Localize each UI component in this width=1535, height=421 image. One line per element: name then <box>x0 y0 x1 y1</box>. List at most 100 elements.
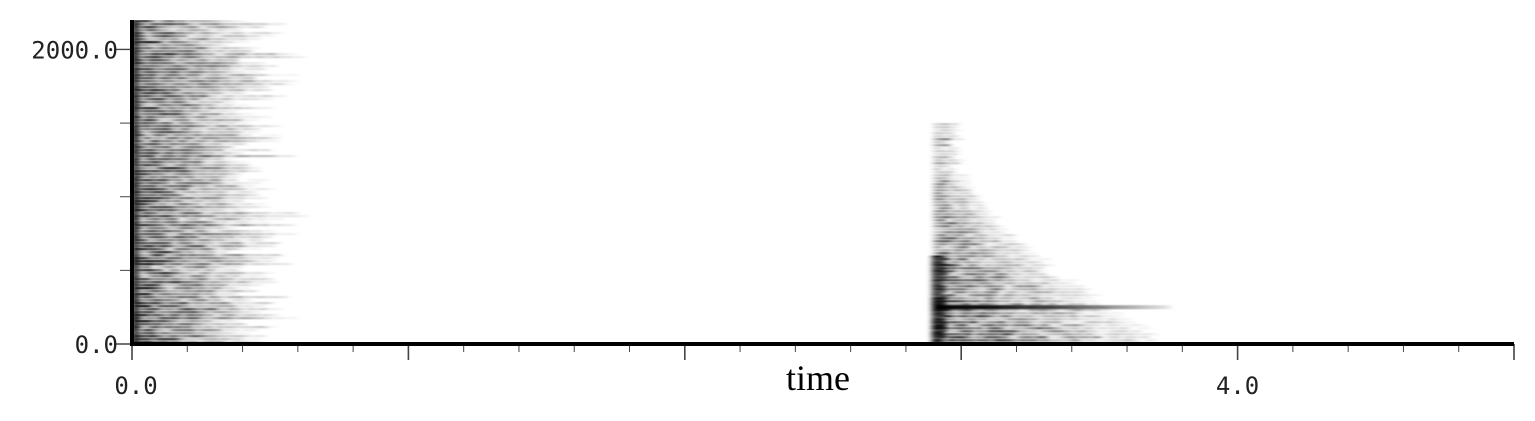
spectrogram-cell <box>203 293 217 296</box>
spectrogram-cell <box>988 228 998 231</box>
spectrogram-cell <box>1040 336 1049 339</box>
spectrogram-cell <box>132 238 138 240</box>
spectrogram-cell <box>1000 309 1010 312</box>
spectrogram-cell <box>236 305 251 308</box>
spectrogram-cell <box>217 173 233 176</box>
spectrogram-cell <box>177 29 199 32</box>
spectrogram-cell <box>155 47 167 50</box>
spectrogram-cell <box>1116 339 1131 342</box>
spectrogram-cell <box>216 26 230 29</box>
spectrogram-cell <box>1060 300 1074 303</box>
spectrogram-cell <box>132 292 138 294</box>
spectrogram-cell <box>243 263 261 266</box>
spectrogram-cell <box>192 191 209 194</box>
spectrogram-cell <box>254 56 264 59</box>
spectrogram-cell <box>197 179 220 182</box>
spectrogram-cell <box>950 327 963 330</box>
spectrogram-cell <box>197 116 207 119</box>
spectrogram-cell <box>139 173 155 176</box>
spectrogram-cell <box>175 74 195 77</box>
spectrogram-cell <box>132 239 145 242</box>
spectrogram-cell <box>1049 303 1058 306</box>
spectrogram-cell <box>139 203 149 206</box>
spectrogram-cell <box>971 216 984 219</box>
spectrogram-cell <box>143 137 152 140</box>
spectrogram-cell <box>210 98 219 101</box>
spectrogram-cell <box>970 222 982 225</box>
spectrogram-cell <box>187 56 202 59</box>
spectrogram-cell <box>192 215 214 218</box>
spectrogram-cell <box>152 86 166 89</box>
spectrogram-cell <box>236 233 252 236</box>
spectrogram-cell <box>931 307 947 310</box>
spectrogram-cell <box>998 305 1007 310</box>
spectrogram-cell <box>224 26 238 29</box>
spectrogram-cell <box>1060 315 1078 318</box>
spectrogram-cell <box>933 132 943 135</box>
spectrogram-cell <box>180 284 201 287</box>
spectrogram-cell <box>161 176 180 179</box>
spectrogram-cell <box>168 116 187 119</box>
spectrogram-cell <box>183 59 192 62</box>
spectrogram-cell <box>192 224 213 227</box>
spectrogram-cell <box>931 319 946 322</box>
spectrogram-cell <box>160 230 171 233</box>
spectrogram-cell <box>258 137 271 140</box>
spectrogram-cell <box>223 182 238 185</box>
spectrogram-cell <box>1130 324 1147 327</box>
spectrogram-cell <box>252 62 265 65</box>
spectrogram-cell <box>960 339 975 342</box>
spectrogram-cell <box>192 92 208 95</box>
spectrogram-cell <box>226 161 238 164</box>
spectrogram-cell <box>931 321 948 324</box>
spectrogram-cell <box>172 128 187 131</box>
spectrogram-cell <box>262 56 281 59</box>
spectrogram-cell <box>180 35 189 38</box>
spectrogram-cell <box>1158 305 1167 310</box>
spectrogram-cell <box>1043 279 1059 282</box>
spectrogram-cell <box>205 104 217 107</box>
spectrogram-cell <box>219 335 231 338</box>
spectrogram-cell <box>933 177 941 180</box>
spectrogram-cell <box>250 125 268 128</box>
spectrogram-cell <box>148 107 160 110</box>
spectrogram-cell <box>175 281 190 284</box>
spectrogram-cell <box>974 297 989 300</box>
spectrogram-cell <box>132 270 138 272</box>
spectrogram-cell <box>1037 333 1049 336</box>
spectrogram-cell <box>1142 339 1153 342</box>
spectrogram-cell <box>174 119 190 122</box>
spectrogram-cell <box>132 228 138 230</box>
spectrogram-cell <box>971 210 982 213</box>
spectrogram-cell <box>223 95 234 98</box>
spectrogram-cell <box>1045 339 1059 342</box>
spectrogram-cell <box>225 59 238 62</box>
spectrogram-cell <box>182 128 191 131</box>
spectrogram-cell <box>213 158 223 161</box>
spectrogram-cell <box>958 336 969 339</box>
spectrogram-cell <box>949 279 963 282</box>
spectrogram-cell <box>974 333 986 336</box>
spectrogram-cell <box>1000 237 1016 240</box>
spectrogram-cell <box>1091 318 1102 321</box>
spectrogram-cell <box>158 41 178 44</box>
spectrogram-cell <box>1063 339 1078 342</box>
spectrogram-cell <box>139 89 159 92</box>
spectrogram-cell <box>940 255 949 258</box>
spectrogram-cell <box>1104 315 1113 318</box>
spectrogram-cell <box>253 335 266 338</box>
spectrogram-cell <box>261 134 280 137</box>
spectrogram-cell <box>990 309 1000 312</box>
spectrogram-cell <box>186 227 206 230</box>
spectrogram-cell <box>1038 297 1051 300</box>
spectrogram-cell <box>931 315 942 318</box>
spectrogram-cell <box>992 258 1002 261</box>
spectrogram-cell <box>189 242 204 245</box>
spectrogram-cell <box>940 240 949 243</box>
spectrogram-cell <box>187 230 203 233</box>
spectrogram-cell <box>147 317 166 320</box>
spectrogram-cell <box>132 128 138 130</box>
spectrogram-cell <box>132 58 138 60</box>
spectrogram-cell <box>1042 330 1057 333</box>
spectrogram-cell <box>1031 288 1042 291</box>
